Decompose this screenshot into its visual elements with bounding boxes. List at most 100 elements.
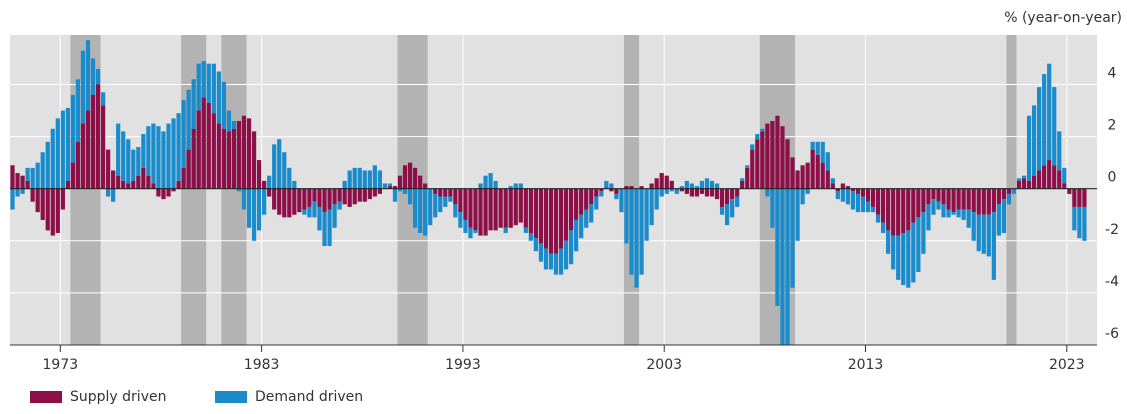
bar [302, 209, 307, 215]
bar [740, 178, 745, 181]
bar [25, 180, 30, 189]
bar [352, 167, 357, 189]
bar [1082, 206, 1087, 241]
bar [216, 71, 221, 124]
bar [156, 126, 161, 189]
bar [740, 180, 745, 189]
bar [282, 188, 287, 218]
bar [765, 188, 770, 197]
bar [423, 183, 428, 189]
bar [1037, 87, 1042, 171]
bar [45, 141, 50, 189]
bar [256, 160, 262, 189]
bar [1047, 63, 1052, 161]
bar [1001, 188, 1007, 200]
bar [614, 188, 619, 194]
bar [523, 188, 528, 228]
y-tick-label: -4 [1105, 274, 1119, 290]
bar [1001, 199, 1007, 233]
bar [267, 175, 272, 189]
bar [392, 188, 398, 202]
bar [825, 152, 830, 171]
bar [865, 201, 871, 213]
bar [926, 204, 931, 231]
bar [689, 188, 695, 197]
bar [407, 188, 413, 205]
bar [367, 188, 372, 200]
bar [563, 240, 569, 270]
bar [463, 219, 468, 233]
bar [558, 248, 564, 275]
bar [382, 183, 388, 189]
bar [181, 167, 186, 189]
bar [574, 219, 579, 252]
bar [458, 188, 463, 213]
bar [649, 188, 654, 226]
bar [745, 165, 750, 168]
bar [694, 186, 700, 189]
bar [679, 186, 684, 189]
bar [226, 110, 232, 132]
bar [402, 165, 408, 189]
bar [146, 175, 151, 189]
bar [790, 188, 795, 288]
bar [941, 188, 946, 205]
x-tick-label: 2003 [646, 357, 682, 373]
bar [100, 92, 106, 106]
bar [40, 152, 45, 189]
bar [961, 188, 966, 210]
bar [216, 123, 221, 189]
bar [186, 89, 191, 150]
bar [966, 188, 971, 210]
bar [916, 188, 921, 218]
bar [986, 214, 991, 257]
bar [166, 123, 171, 189]
legend-swatch [30, 391, 62, 403]
bar [503, 227, 508, 233]
bar [946, 209, 951, 218]
bar [70, 162, 76, 189]
bar [1016, 180, 1022, 189]
bar [800, 165, 805, 189]
bar [10, 165, 15, 189]
bar [111, 170, 116, 189]
bar [337, 188, 342, 202]
bar [704, 178, 710, 189]
bar [820, 162, 825, 189]
bar [428, 188, 433, 226]
bar [10, 188, 15, 210]
bar [921, 212, 926, 254]
bar [1006, 188, 1012, 194]
bar [438, 188, 443, 197]
bar [574, 188, 579, 220]
bar [589, 204, 594, 223]
bar [820, 141, 825, 163]
bar [770, 188, 775, 228]
bar [835, 188, 840, 192]
bar [453, 188, 458, 205]
x-tick-label: 2013 [848, 357, 884, 373]
bar [860, 188, 866, 197]
bar [785, 188, 790, 345]
bar [20, 175, 25, 189]
bar [669, 188, 674, 192]
bar [528, 232, 533, 241]
bar [971, 188, 976, 213]
bar [211, 63, 216, 114]
bar [141, 167, 146, 189]
bar [971, 212, 976, 241]
bar [840, 183, 845, 189]
bar [850, 191, 856, 210]
bar [956, 188, 961, 210]
bar [674, 188, 679, 194]
bar [121, 180, 126, 189]
bar [362, 170, 367, 189]
x-tick-label: 1983 [244, 357, 280, 373]
y-tick-label: -6 [1105, 326, 1119, 342]
bar [483, 188, 488, 236]
bar [287, 167, 292, 189]
bar [372, 165, 377, 189]
bar [886, 230, 891, 254]
bar [553, 188, 559, 254]
bar [886, 188, 891, 231]
